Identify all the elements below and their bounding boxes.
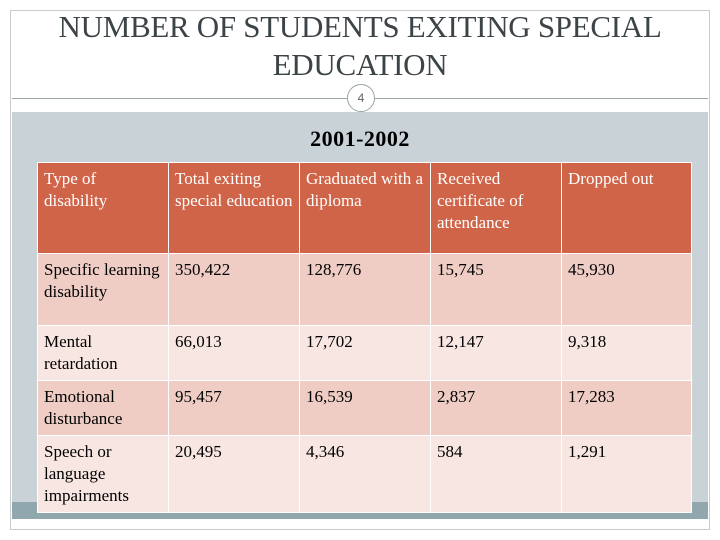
table-cell: 4,346 <box>299 435 431 513</box>
table-cell: Mental retardation <box>37 325 169 381</box>
slide-number-badge: 4 <box>347 84 375 112</box>
column-header-disability-type: Type of disability <box>37 162 169 254</box>
exit-data-table: Type of disability Total exiting special… <box>37 162 692 513</box>
slide-subtitle: 2001-2002 <box>310 126 410 151</box>
table-cell: Emotional disturbance <box>37 380 169 436</box>
table-cell: 66,013 <box>168 325 300 381</box>
table-header-row: Type of disability Total exiting special… <box>37 162 692 254</box>
column-header-total-exiting: Total exiting special education <box>168 162 300 254</box>
table-cell: 584 <box>430 435 562 513</box>
slide-title: NUMBER OF STUDENTS EXITING SPECIAL EDUCA… <box>58 9 662 82</box>
table-row: Speech or language impairments 20,495 4,… <box>37 435 692 513</box>
table-cell: 9,318 <box>561 325 692 381</box>
table-cell: 17,702 <box>299 325 431 381</box>
column-header-certificate: Received certificate of attendance <box>430 162 562 254</box>
table-cell: 45,930 <box>561 253 692 326</box>
table-cell: Specific learning disability <box>37 253 169 326</box>
table-row: Mental retardation 66,013 17,702 12,147 … <box>37 325 692 381</box>
column-header-dropped-out: Dropped out <box>561 162 692 254</box>
table-cell: 1,291 <box>561 435 692 513</box>
table-cell: 128,776 <box>299 253 431 326</box>
table-cell: 2,837 <box>430 380 562 436</box>
table-cell: 16,539 <box>299 380 431 436</box>
table-cell: 12,147 <box>430 325 562 381</box>
table-row: Specific learning disability 350,422 128… <box>37 253 692 326</box>
table-cell: 95,457 <box>168 380 300 436</box>
column-header-graduated: Graduated with a diploma <box>299 162 431 254</box>
table-cell: Speech or language impairments <box>37 435 169 513</box>
table-cell: 350,422 <box>168 253 300 326</box>
table-row: Emotional disturbance 95,457 16,539 2,83… <box>37 380 692 436</box>
table-cell: 15,745 <box>430 253 562 326</box>
table-cell: 20,495 <box>168 435 300 513</box>
table-cell: 17,283 <box>561 380 692 436</box>
slide-frame <box>10 10 710 530</box>
